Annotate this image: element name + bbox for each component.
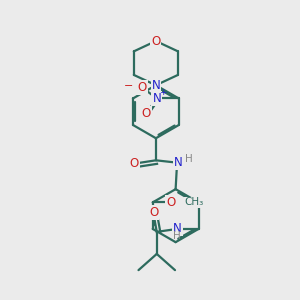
Text: O: O bbox=[166, 196, 176, 209]
Text: N: N bbox=[174, 156, 183, 169]
Text: +: + bbox=[159, 88, 166, 97]
Text: O: O bbox=[149, 206, 158, 219]
Text: H: H bbox=[185, 154, 193, 164]
Text: H: H bbox=[173, 231, 181, 241]
Text: N: N bbox=[152, 92, 161, 105]
Text: O: O bbox=[142, 107, 151, 120]
Text: N: N bbox=[152, 79, 160, 92]
Text: −: − bbox=[124, 81, 134, 91]
Text: O: O bbox=[130, 157, 139, 170]
Text: O: O bbox=[137, 81, 147, 94]
Text: CH₃: CH₃ bbox=[184, 197, 203, 207]
Text: N: N bbox=[173, 222, 182, 236]
Text: O: O bbox=[151, 34, 160, 48]
